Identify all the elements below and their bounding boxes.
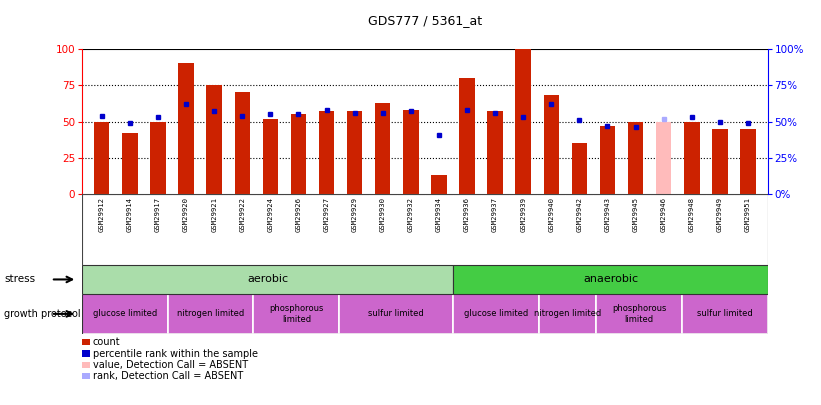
Bar: [263, 119, 278, 194]
Text: sulfur limited: sulfur limited: [369, 309, 424, 318]
Bar: [319, 111, 334, 194]
Text: GSM29949: GSM29949: [717, 196, 722, 232]
Text: GSM29930: GSM29930: [380, 196, 386, 232]
Text: phosphorous
limited: phosphorous limited: [269, 304, 323, 324]
Bar: [600, 126, 615, 194]
Text: GSM29951: GSM29951: [745, 196, 751, 232]
Bar: [206, 85, 222, 194]
Bar: [150, 122, 166, 194]
Text: stress: stress: [4, 275, 35, 284]
Text: aerobic: aerobic: [247, 275, 288, 284]
Text: GSM29929: GSM29929: [351, 196, 358, 232]
Bar: [516, 49, 531, 194]
Text: GSM29927: GSM29927: [323, 196, 329, 232]
Bar: [178, 63, 194, 194]
Bar: [122, 133, 138, 194]
Bar: [628, 122, 644, 194]
Bar: [571, 143, 587, 194]
Text: growth protocol: growth protocol: [4, 309, 80, 319]
Text: GSM29934: GSM29934: [436, 196, 442, 232]
Bar: [682, 294, 768, 334]
Bar: [235, 92, 250, 194]
Text: rank, Detection Call = ABSENT: rank, Detection Call = ABSENT: [93, 371, 243, 381]
Bar: [339, 294, 453, 334]
Text: sulfur limited: sulfur limited: [697, 309, 753, 318]
Bar: [431, 175, 447, 194]
Bar: [596, 294, 682, 334]
Bar: [656, 122, 672, 194]
Text: GSM29924: GSM29924: [268, 196, 273, 232]
Text: glucose limited: glucose limited: [93, 309, 157, 318]
Bar: [82, 265, 453, 294]
Bar: [488, 111, 502, 194]
Text: GSM29937: GSM29937: [492, 196, 498, 232]
Bar: [375, 102, 391, 194]
Text: GSM29922: GSM29922: [239, 196, 245, 232]
Text: GSM29942: GSM29942: [576, 196, 582, 232]
Text: anaerobic: anaerobic: [583, 275, 638, 284]
Bar: [167, 294, 254, 334]
Bar: [544, 95, 559, 194]
Text: value, Detection Call = ABSENT: value, Detection Call = ABSENT: [93, 360, 248, 370]
Bar: [741, 129, 755, 194]
Text: count: count: [93, 337, 121, 347]
Bar: [82, 294, 167, 334]
Bar: [347, 111, 362, 194]
Bar: [712, 129, 727, 194]
Text: GDS777 / 5361_at: GDS777 / 5361_at: [368, 14, 482, 27]
Text: percentile rank within the sample: percentile rank within the sample: [93, 349, 258, 358]
Text: GSM29914: GSM29914: [127, 196, 133, 232]
Bar: [539, 294, 596, 334]
Bar: [403, 110, 419, 194]
Bar: [453, 294, 539, 334]
Text: GSM29948: GSM29948: [689, 196, 695, 232]
Text: GSM29939: GSM29939: [521, 196, 526, 232]
Text: glucose limited: glucose limited: [464, 309, 529, 318]
Text: nitrogen limited: nitrogen limited: [177, 309, 245, 318]
Text: GSM29921: GSM29921: [211, 196, 217, 232]
Bar: [684, 122, 699, 194]
Text: GSM29920: GSM29920: [183, 196, 189, 232]
Bar: [94, 122, 109, 194]
Bar: [254, 294, 339, 334]
Bar: [291, 114, 306, 194]
Bar: [453, 265, 768, 294]
Text: nitrogen limited: nitrogen limited: [534, 309, 601, 318]
Text: GSM29946: GSM29946: [661, 196, 667, 232]
Text: GSM29936: GSM29936: [464, 196, 470, 232]
Text: GSM29943: GSM29943: [604, 196, 611, 232]
Text: GSM29932: GSM29932: [408, 196, 414, 232]
Text: GSM29940: GSM29940: [548, 196, 554, 232]
Text: GSM29926: GSM29926: [296, 196, 301, 232]
Bar: [459, 78, 475, 194]
Text: GSM29912: GSM29912: [99, 196, 105, 232]
Text: phosphorous
limited: phosphorous limited: [612, 304, 667, 324]
Text: GSM29917: GSM29917: [155, 196, 161, 232]
Text: GSM29945: GSM29945: [633, 196, 639, 232]
